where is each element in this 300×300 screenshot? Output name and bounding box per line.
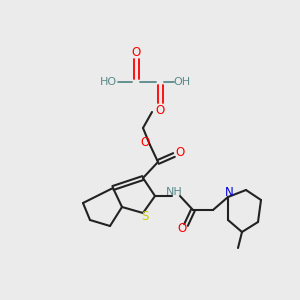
Text: O: O bbox=[140, 136, 150, 149]
Text: OH: OH bbox=[173, 77, 190, 87]
Text: HO: HO bbox=[99, 77, 117, 87]
Text: N: N bbox=[225, 187, 233, 200]
Text: O: O bbox=[177, 221, 187, 235]
Text: O: O bbox=[131, 46, 141, 59]
Text: O: O bbox=[176, 146, 184, 160]
Text: S: S bbox=[141, 209, 149, 223]
Text: NH: NH bbox=[166, 187, 182, 197]
Text: O: O bbox=[155, 103, 165, 116]
